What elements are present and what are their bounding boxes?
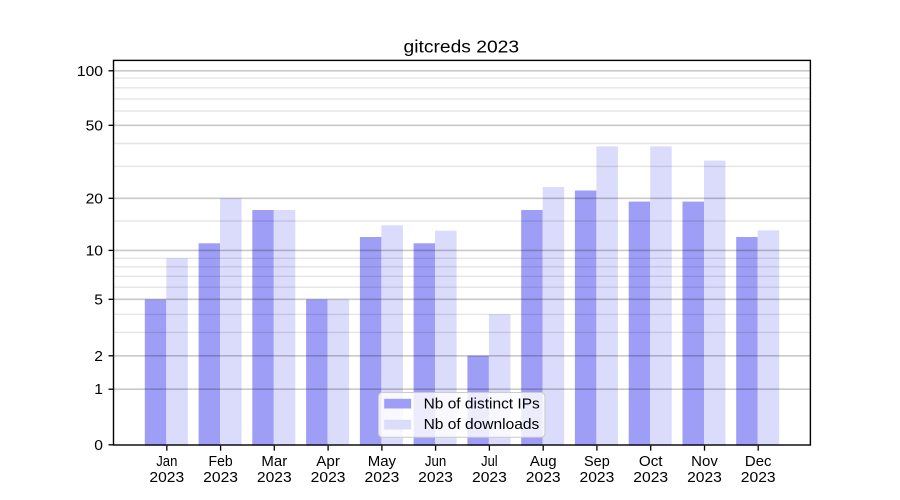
svg-text:2023: 2023: [687, 470, 722, 486]
svg-text:20: 20: [86, 191, 103, 207]
svg-text:2023: 2023: [633, 470, 668, 486]
svg-text:Feb: Feb: [209, 454, 233, 470]
svg-text:Nb of downloads: Nb of downloads: [424, 417, 540, 433]
svg-text:Sep: Sep: [584, 454, 610, 470]
svg-text:Nov: Nov: [691, 454, 718, 470]
svg-text:Nb of distinct IPs: Nb of distinct IPs: [424, 397, 540, 413]
svg-text:Mar: Mar: [261, 454, 287, 470]
svg-text:Aug: Aug: [530, 454, 557, 470]
svg-text:10: 10: [86, 243, 103, 259]
svg-text:Jul: Jul: [481, 454, 498, 470]
svg-text:2023: 2023: [365, 470, 400, 486]
svg-text:Dec: Dec: [745, 454, 772, 470]
svg-text:Jun: Jun: [425, 454, 446, 470]
svg-text:2023: 2023: [203, 470, 238, 486]
svg-text:2023: 2023: [149, 470, 184, 486]
svg-text:2023: 2023: [526, 470, 561, 486]
svg-text:Apr: Apr: [316, 454, 340, 470]
svg-text:2023: 2023: [580, 470, 615, 486]
svg-text:2023: 2023: [418, 470, 453, 486]
svg-text:2023: 2023: [741, 470, 776, 486]
svg-text:2023: 2023: [257, 470, 292, 486]
svg-text:2023: 2023: [472, 470, 507, 486]
svg-text:Jan: Jan: [156, 454, 177, 470]
svg-text:Oct: Oct: [639, 454, 663, 470]
svg-text:2: 2: [94, 349, 103, 365]
svg-text:gitcreds 2023: gitcreds 2023: [404, 36, 520, 56]
svg-text:50: 50: [86, 118, 103, 134]
svg-text:5: 5: [94, 292, 103, 308]
svg-text:2023: 2023: [311, 470, 346, 486]
svg-text:May: May: [368, 454, 397, 470]
svg-text:100: 100: [77, 64, 103, 80]
svg-text:0: 0: [94, 438, 103, 454]
svg-text:1: 1: [94, 382, 103, 398]
